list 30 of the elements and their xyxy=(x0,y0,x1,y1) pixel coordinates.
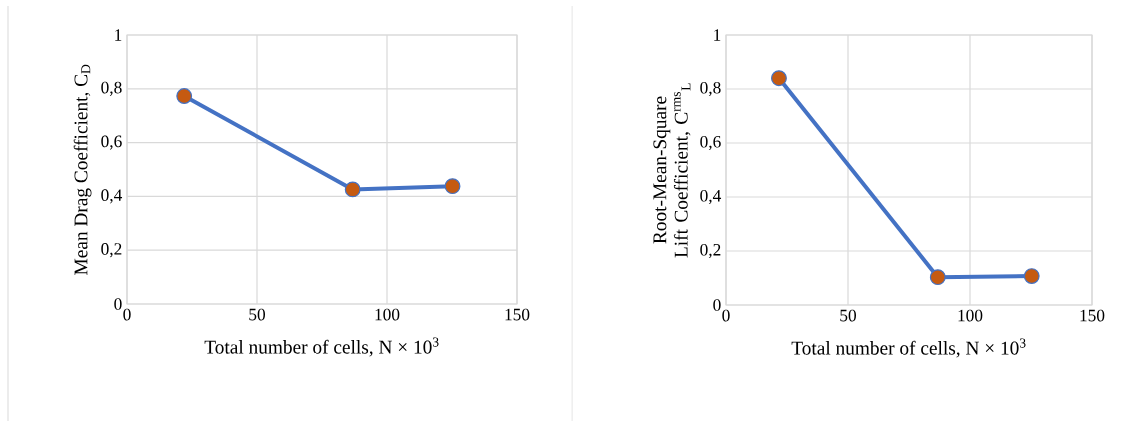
point xyxy=(1023,267,1040,284)
x-tick-label: 50 xyxy=(840,309,857,322)
y-tick-label: 0 xyxy=(114,297,122,310)
y-tick-label: 0,6 xyxy=(101,135,122,150)
y-tick-label: 0,2 xyxy=(700,243,721,258)
x-tick-label: 0 xyxy=(123,308,131,321)
y-tick-label: 0,4 xyxy=(101,189,123,204)
y-tick-label: 0,8 xyxy=(700,81,721,96)
y-tick-label: 0,8 xyxy=(101,81,122,96)
point xyxy=(929,269,946,285)
y-tick-label: 1 xyxy=(714,29,721,41)
y-axis-title: Root-Mean-Square Lift Coefficient, C$^{rms}$L xyxy=(653,83,691,258)
x-axis-title: Total number of cells, N × 10$^{3}$ xyxy=(791,338,1026,358)
y-axis-title: Mean Drag Coefficient, C$_{D}$ xyxy=(73,64,92,275)
y-tick-label: 0,4 xyxy=(700,189,722,204)
x-axis-title: Total number of cells, N × 10$^{3}$ xyxy=(204,337,439,357)
point xyxy=(771,70,787,86)
point xyxy=(176,87,193,104)
x-tick-label: 100 xyxy=(958,309,983,322)
y-tick-label: 0,6 xyxy=(700,135,721,150)
y-tick-label: 0 xyxy=(713,298,721,311)
x-tick-label: 0 xyxy=(722,309,730,322)
x-tick-label: 50 xyxy=(249,308,266,321)
y-tick-label: 1 xyxy=(115,29,122,41)
x-tick-label: 150 xyxy=(1080,309,1105,322)
point xyxy=(344,181,361,198)
x-tick-label: 150 xyxy=(505,308,530,321)
x-tick-label: 100 xyxy=(375,308,400,321)
point xyxy=(444,178,461,194)
y-tick-label: 0,2 xyxy=(101,242,122,258)
